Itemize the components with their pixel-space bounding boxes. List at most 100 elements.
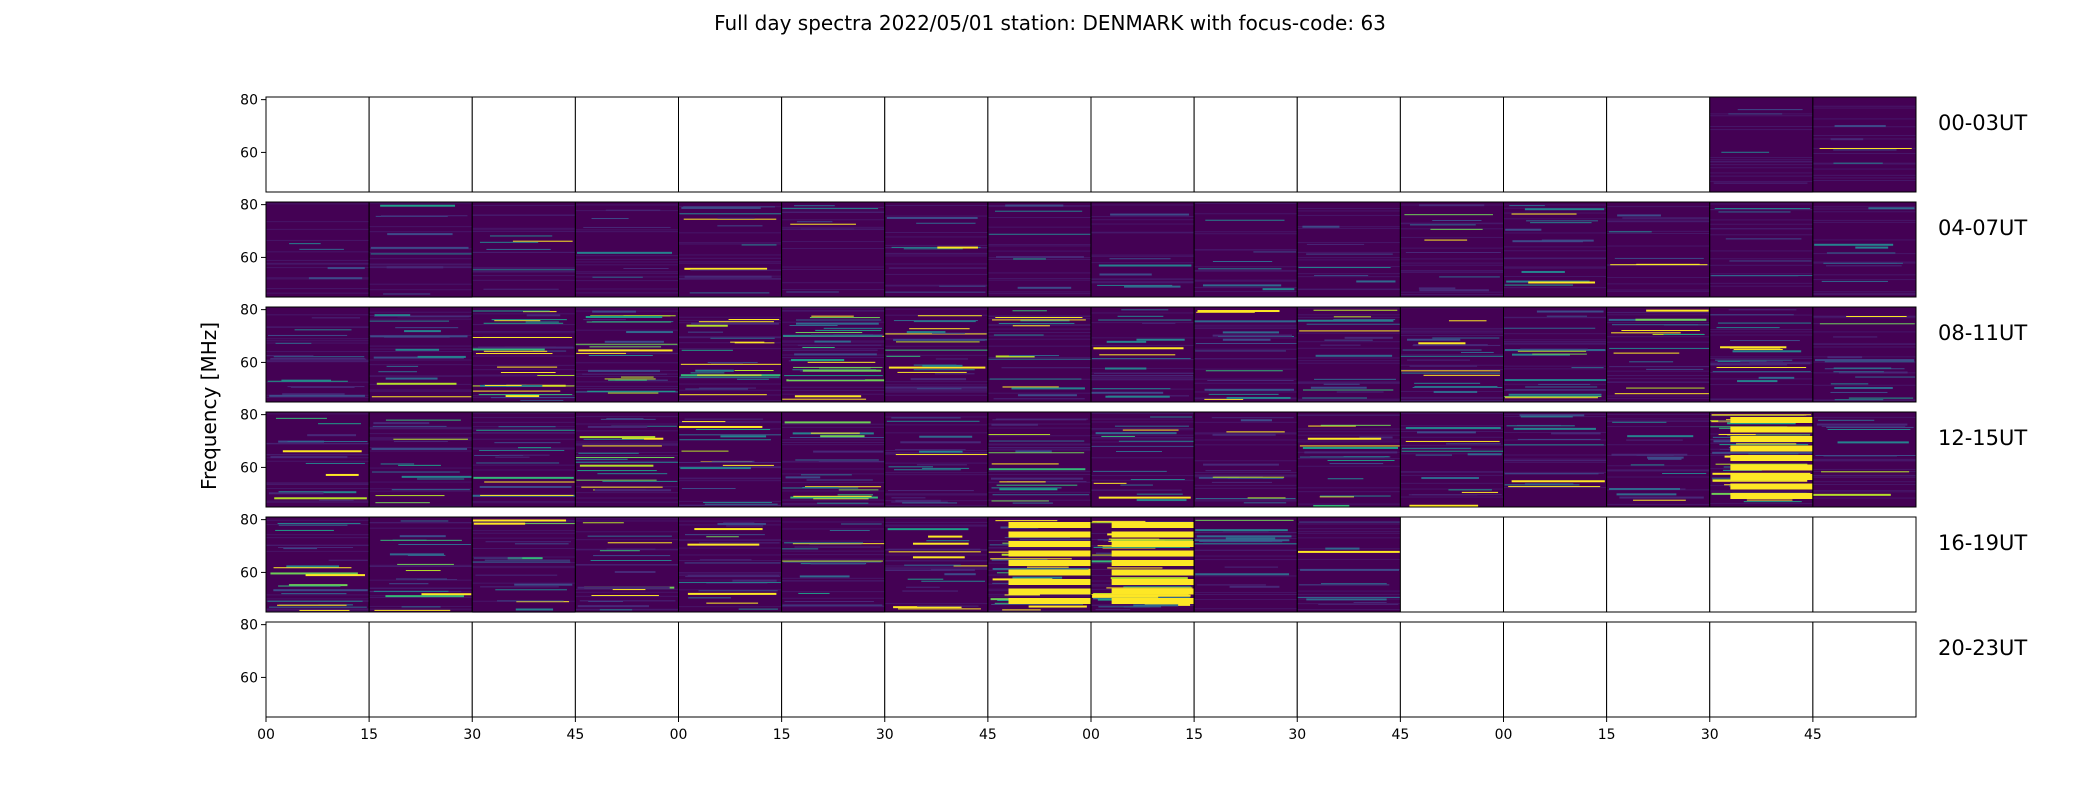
- spectrum-panel: [1296, 621, 1401, 718]
- spectrum-panel: [781, 516, 886, 613]
- y-tick-label: 60: [240, 565, 258, 581]
- spectrum-panel: [574, 621, 679, 718]
- spectrum-panel: [987, 621, 1092, 718]
- spectrum-panel: [1090, 306, 1195, 403]
- spectrum-panel: [1503, 621, 1608, 718]
- spectrum-panel: [1812, 621, 1917, 718]
- spectrum-panel: [1399, 411, 1504, 508]
- spectrum-panel: [884, 201, 989, 298]
- spectrum-panel: [1812, 96, 1917, 193]
- spectrum-panel: [781, 306, 886, 403]
- spectrum-panel: [1193, 621, 1298, 718]
- spectrum-panel: [471, 201, 576, 298]
- spectrum-panel: [471, 411, 576, 508]
- spectrum-panel: [781, 201, 886, 298]
- spectra-row: 80 60 20-23UT: [240, 618, 2027, 718]
- spectrum-panel: [1193, 96, 1298, 193]
- spectra-rows: 80 60 00-03UT 80 60 04-07UT 80 60 08-11UT 80 60 12-…: [240, 93, 2027, 718]
- y-tick-label: 60: [240, 670, 258, 686]
- spectrum-panel: [1503, 306, 1608, 403]
- spectrum-panel: [368, 201, 473, 298]
- spectrum-panel: [265, 201, 370, 298]
- chart-title: Full day spectra 2022/05/01 station: DEN…: [714, 11, 1386, 35]
- y-tick-label: 60: [240, 250, 258, 266]
- spectrum-panel: [678, 516, 783, 613]
- spectrum-panel: [265, 306, 370, 403]
- x-tick-label: 45: [566, 727, 584, 743]
- spectrum-panel: [574, 96, 679, 193]
- spectrum-panel: [574, 306, 679, 403]
- x-tick-label: 30: [463, 727, 481, 743]
- spectrum-panel: [678, 201, 783, 298]
- x-tick-label: 00: [1082, 727, 1100, 743]
- y-tick-label: 80: [240, 198, 258, 214]
- spectrum-panel: [1090, 621, 1195, 718]
- spectrum-panel: [1503, 201, 1608, 298]
- y-axis-label: Frequency [MHz]: [197, 322, 221, 490]
- spectrum-panel: [471, 96, 576, 193]
- spectrum-panel: [574, 201, 679, 298]
- y-tick-label: 80: [240, 513, 258, 529]
- spectrum-panel: [1709, 516, 1814, 613]
- spectrum-panel: [1399, 516, 1504, 613]
- x-tick-label: 30: [876, 727, 894, 743]
- x-tick-label: 15: [773, 727, 791, 743]
- spectrum-panel: [1193, 306, 1298, 403]
- spectrum-panel: [781, 411, 886, 508]
- x-axis: 00 15 30 45 00 15 30 45 00 15 30 45 00 15 30 45: [257, 717, 1822, 743]
- spectrum-panel: [265, 411, 370, 508]
- spectrum-panel: [471, 516, 576, 613]
- row-label: 04-07UT: [1938, 216, 2027, 240]
- spectrum-panel: [1193, 516, 1298, 613]
- spectrum-panel: [1399, 621, 1504, 718]
- spectrum-panel: [1503, 516, 1608, 613]
- spectrum-panel: [1709, 621, 1814, 718]
- row-label: 00-03UT: [1938, 111, 2027, 135]
- spectrum-panel: [1296, 306, 1401, 403]
- spectrum-panel: [1090, 201, 1195, 298]
- spectrum-panel: [1606, 411, 1711, 508]
- y-tick-label: 60: [240, 355, 258, 371]
- spectrum-panel: [1090, 411, 1195, 508]
- spectrum-panel: [987, 516, 1092, 613]
- spectrum-panel: [1606, 306, 1711, 403]
- x-tick-label: 00: [1495, 727, 1513, 743]
- row-label: 08-11UT: [1938, 321, 2027, 345]
- y-tick-label: 80: [240, 618, 258, 634]
- spectrum-panel: [884, 411, 989, 508]
- spectrum-panel: [1399, 306, 1504, 403]
- y-tick-label: 80: [240, 408, 258, 424]
- y-tick-label: 60: [240, 460, 258, 476]
- spectrum-panel: [368, 96, 473, 193]
- spectrum-panel: [574, 411, 679, 508]
- spectra-row: 80 60 12-15UT: [240, 408, 2027, 508]
- spectrum-panel: [1812, 306, 1917, 403]
- spectrum-panel: [265, 621, 370, 718]
- spectrum-panel: [574, 516, 679, 613]
- spectrum-panel: [1709, 411, 1814, 508]
- spectrum-panel: [1709, 306, 1814, 403]
- spectrum-panel: [265, 96, 370, 193]
- spectrum-panel: [987, 96, 1092, 193]
- spectrum-panel: [1090, 516, 1195, 613]
- spectrum-panel: [471, 306, 576, 403]
- spectrum-panel: [781, 96, 886, 193]
- x-tick-label: 30: [1701, 727, 1719, 743]
- spectrum-panel: [678, 306, 783, 403]
- spectrum-panel: [265, 516, 370, 613]
- spectrum-panel: [1812, 411, 1917, 508]
- y-tick-label: 60: [240, 145, 258, 161]
- spectrum-panel: [1606, 621, 1711, 718]
- y-tick-label: 80: [240, 303, 258, 319]
- spectrum-panel: [781, 621, 886, 718]
- spectrum-panel: [1503, 96, 1608, 193]
- x-tick-label: 15: [1598, 727, 1616, 743]
- spectrum-panel: [884, 96, 989, 193]
- spectrum-panel: [884, 621, 989, 718]
- x-tick-label: 15: [1185, 727, 1203, 743]
- spectrum-panel: [1709, 96, 1814, 193]
- y-tick-label: 80: [240, 93, 258, 109]
- spectrum-panel: [471, 621, 576, 718]
- spectrum-panel: [1090, 96, 1195, 193]
